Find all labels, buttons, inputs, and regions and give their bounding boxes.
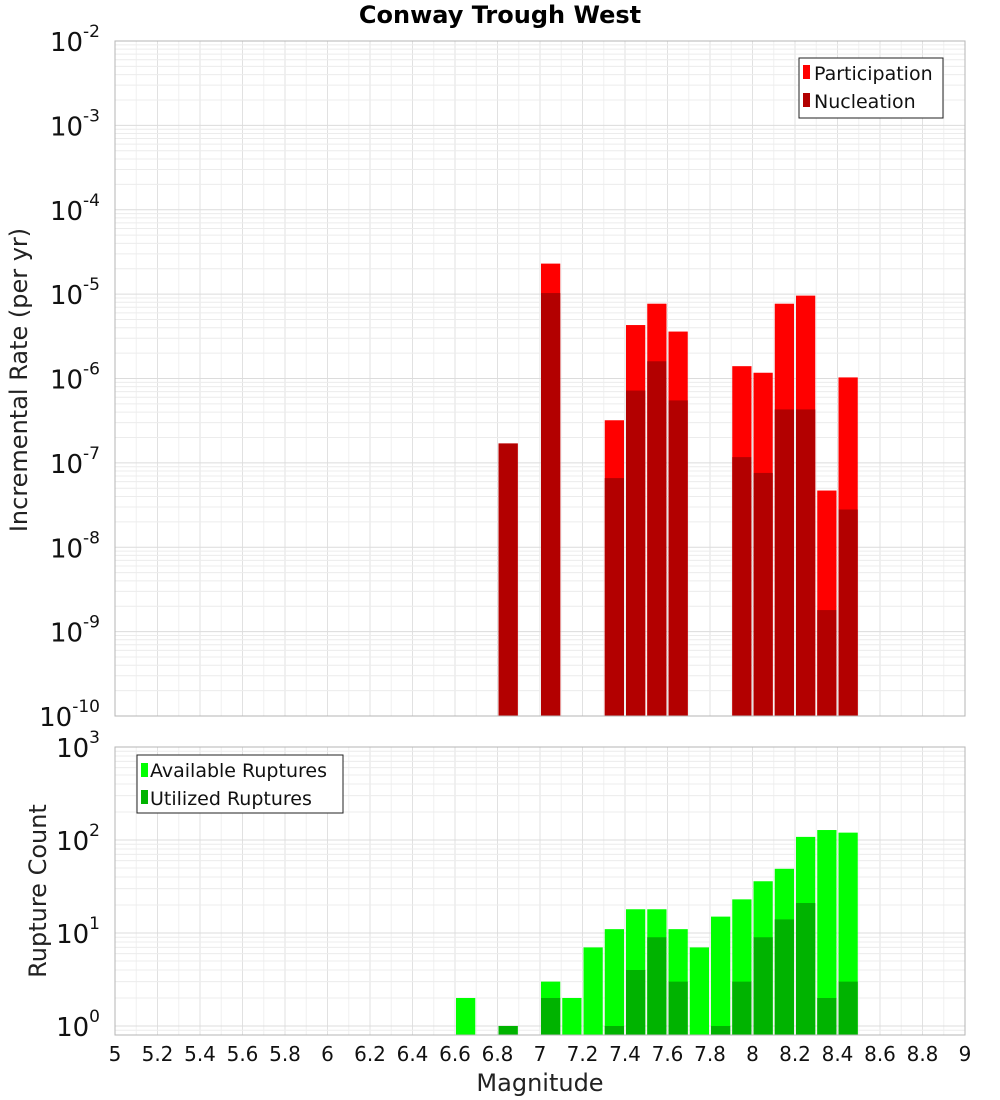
bar-available-ruptures	[711, 916, 731, 1035]
x-axis-title: Magnitude	[476, 1069, 603, 1097]
x-tick-labels: 5 5.2 5.4 5.6 5.8 6 6.2 6.4 6.6 6.8 7 7.2 7.4 7.6 7.8 8…	[109, 1042, 972, 1066]
legend-swatch-available-ruptures	[141, 763, 148, 777]
x-tick-label: 7	[534, 1042, 547, 1066]
bar-utilized-ruptures	[753, 937, 773, 1035]
bottom-plot-border	[114, 746, 966, 1036]
top-gridlines	[114, 40, 966, 717]
bar-utilized-ruptures	[626, 969, 646, 1035]
top-y-axis-title: Incremental Rate (per yr)	[5, 228, 33, 532]
bar-utilized-ruptures	[838, 981, 858, 1035]
bar-utilized-ruptures	[668, 981, 688, 1035]
participation-nucleation-panel: 10-10 10-9 10-8 10-7 10-6 10-5 10-4 10-3 10-2 In…	[5, 22, 966, 733]
x-tick-label: 8	[746, 1042, 759, 1066]
top-y-tick-label: 10-7	[50, 444, 100, 480]
x-tick-label: 5.8	[269, 1042, 301, 1066]
bottom-y-tick-labels: 100 101 102 103	[56, 728, 100, 1043]
x-tick-label: 8.8	[907, 1042, 939, 1066]
x-tick-label: 6.4	[397, 1042, 429, 1066]
bar-available-ruptures	[583, 947, 603, 1035]
top-bars	[498, 263, 858, 716]
legend-label-utilized-ruptures: Utilized Ruptures	[150, 788, 312, 810]
x-tick-label: 6.8	[482, 1042, 514, 1066]
top-y-tick-labels: 10-10 10-9 10-8 10-7 10-6 10-5 10-4 10-3 10-2	[39, 22, 100, 733]
x-tick-label: 6	[321, 1042, 334, 1066]
bar-utilized-ruptures	[541, 997, 561, 1035]
bot-y-tick-label: 102	[56, 821, 100, 857]
x-tick-label: 9	[959, 1042, 972, 1066]
bar-utilized-ruptures	[498, 1025, 518, 1035]
top-y-tick-label: 10-6	[50, 360, 100, 396]
bar-available-ruptures	[456, 997, 476, 1035]
legend-label-available-ruptures: Available Ruptures	[150, 760, 327, 782]
top-y-tick-label: 10-9	[50, 613, 100, 649]
x-tick-label: 5.4	[184, 1042, 216, 1066]
bottom-legend-box	[136, 754, 344, 814]
x-tick-label: 7.2	[567, 1042, 599, 1066]
top-y-tick-label: 10-8	[50, 528, 100, 564]
legend-swatch-utilized-ruptures	[141, 790, 148, 804]
x-tick-label: 5.2	[142, 1042, 174, 1066]
bar-nucleation	[541, 293, 561, 716]
top-y-tick-label: 10-10	[39, 697, 100, 733]
legend-swatch-nucleation	[803, 93, 810, 107]
bar-available-ruptures	[604, 929, 624, 1035]
bar-utilized-ruptures	[796, 903, 816, 1035]
top-y-tick-label: 10-4	[50, 191, 100, 227]
top-y-tick-label: 10-5	[50, 275, 100, 311]
bar-nucleation	[774, 409, 794, 716]
x-tick-label: 7.6	[652, 1042, 684, 1066]
bar-utilized-ruptures	[647, 937, 667, 1035]
top-legend: Participation Nucleation	[798, 57, 944, 119]
bar-utilized-ruptures	[604, 1025, 624, 1035]
x-tick-label: 8.6	[864, 1042, 896, 1066]
bar-utilized-ruptures	[817, 997, 837, 1035]
legend-swatch-participation	[803, 65, 810, 79]
x-tick-label: 5.6	[227, 1042, 259, 1066]
bot-y-tick-label: 101	[56, 914, 100, 950]
bot-y-tick-label: 100	[56, 1007, 100, 1043]
bar-available-ruptures	[817, 830, 837, 1035]
bottom-bars	[456, 830, 858, 1035]
bar-nucleation	[753, 472, 773, 716]
x-tick-label: 8.2	[779, 1042, 811, 1066]
x-tick-label: 6.2	[354, 1042, 386, 1066]
x-tick-label: 7.4	[609, 1042, 641, 1066]
bar-nucleation	[498, 443, 518, 716]
top-plot-border	[114, 40, 966, 717]
bar-nucleation	[838, 509, 858, 716]
bar-nucleation	[604, 478, 624, 716]
chart-title: Conway Trough West	[359, 1, 641, 29]
top-y-tick-label: 10-2	[50, 22, 100, 58]
bar-nucleation	[732, 457, 752, 716]
bar-utilized-ruptures	[774, 919, 794, 1035]
bar-utilized-ruptures	[711, 1025, 731, 1035]
top-y-tick-label: 10-3	[50, 106, 100, 142]
legend-label-nucleation: Nucleation	[814, 91, 916, 113]
bar-nucleation	[796, 409, 816, 716]
bottom-legend: Available Ruptures Utilized Ruptures	[136, 754, 344, 814]
bar-utilized-ruptures	[732, 981, 752, 1035]
bar-available-ruptures	[689, 947, 709, 1035]
top-legend-box	[798, 57, 944, 119]
bar-nucleation	[817, 610, 837, 716]
x-tick-label: 5	[109, 1042, 122, 1066]
rupture-count-panel: 100 101 102 103 5 5.2 5.4 5.6 5.8 6 6.2 6.4 6.6 6.8 7…	[24, 728, 971, 1097]
x-tick-label: 8.4	[822, 1042, 854, 1066]
bottom-y-axis-title: Rupture Count	[24, 804, 52, 978]
bar-nucleation	[647, 361, 667, 716]
x-tick-label: 6.6	[439, 1042, 471, 1066]
bar-nucleation	[668, 400, 688, 716]
bot-y-tick-label: 103	[56, 728, 100, 764]
legend-label-participation: Participation	[814, 63, 933, 85]
bar-available-ruptures	[562, 997, 582, 1035]
bar-nucleation	[626, 390, 646, 716]
x-tick-label: 7.8	[694, 1042, 726, 1066]
